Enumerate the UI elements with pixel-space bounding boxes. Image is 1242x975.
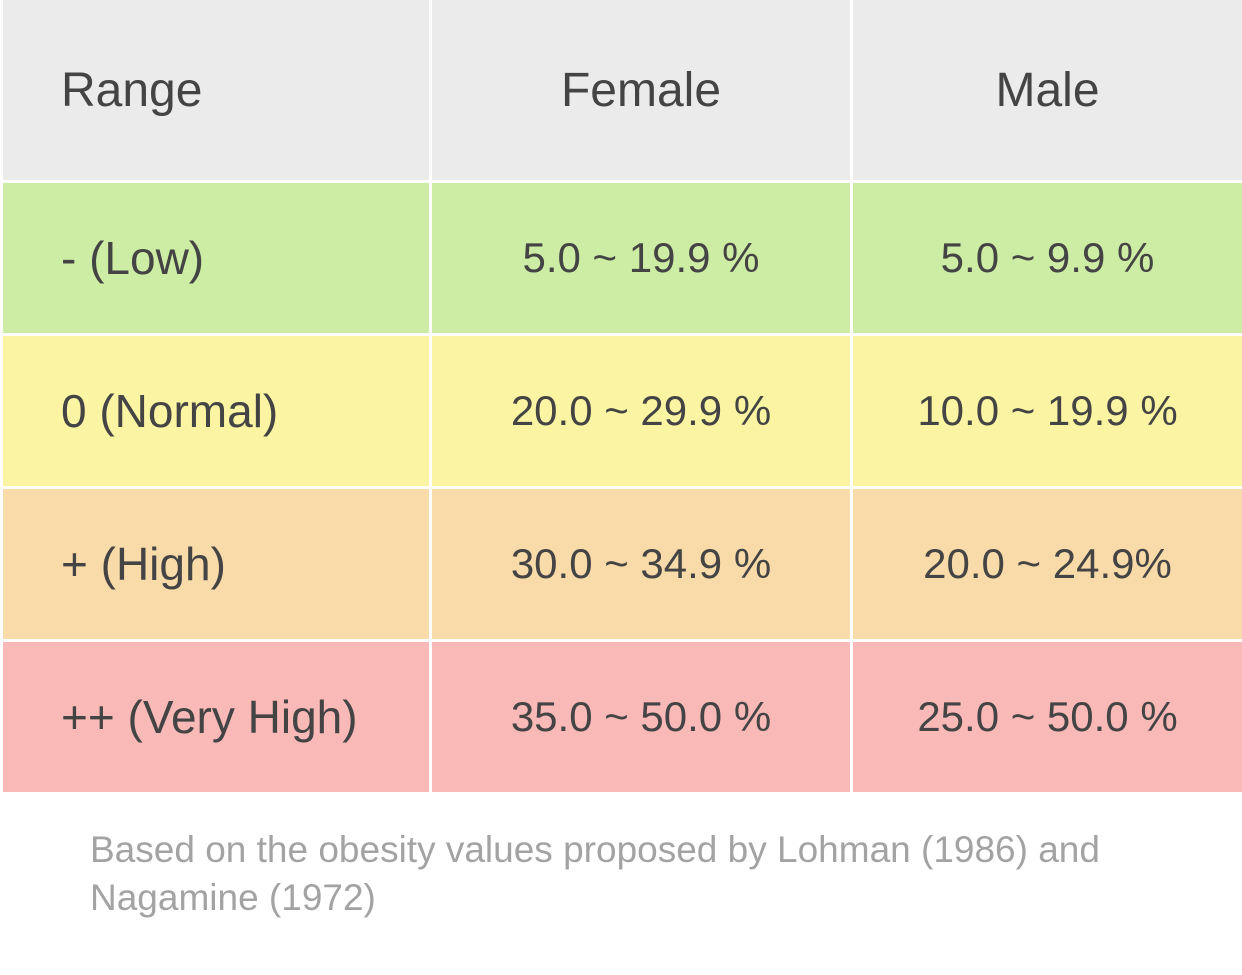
header-male: Male	[850, 0, 1242, 180]
female-cell: 35.0 ~ 50.0 %	[429, 642, 850, 792]
female-cell: 30.0 ~ 34.9 %	[429, 489, 850, 639]
male-cell: 5.0 ~ 9.9 %	[850, 183, 1242, 333]
male-cell: 25.0 ~ 50.0 %	[850, 642, 1242, 792]
table-header-row: Range Female Male	[3, 0, 1242, 183]
range-cell: ++ (Very High)	[3, 642, 429, 792]
table-row: ++ (Very High) 35.0 ~ 50.0 % 25.0 ~ 50.0…	[3, 642, 1242, 792]
male-cell: 20.0 ~ 24.9%	[850, 489, 1242, 639]
range-cell: 0 (Normal)	[3, 336, 429, 486]
body-fat-range-table: Range Female Male - (Low) 5.0 ~ 19.9 % 5…	[3, 0, 1242, 792]
female-cell: 20.0 ~ 29.9 %	[429, 336, 850, 486]
source-footnote: Based on the obesity values proposed by …	[90, 829, 1100, 918]
range-cell: + (High)	[3, 489, 429, 639]
header-range: Range	[61, 63, 203, 117]
table-row: + (High) 30.0 ~ 34.9 % 20.0 ~ 24.9%	[3, 489, 1242, 642]
female-cell: 5.0 ~ 19.9 %	[429, 183, 850, 333]
table-row: - (Low) 5.0 ~ 19.9 % 5.0 ~ 9.9 %	[3, 183, 1242, 336]
header-female: Female	[429, 0, 850, 180]
range-cell: - (Low)	[3, 183, 429, 333]
male-cell: 10.0 ~ 19.9 %	[850, 336, 1242, 486]
table-row: 0 (Normal) 20.0 ~ 29.9 % 10.0 ~ 19.9 %	[3, 336, 1242, 489]
